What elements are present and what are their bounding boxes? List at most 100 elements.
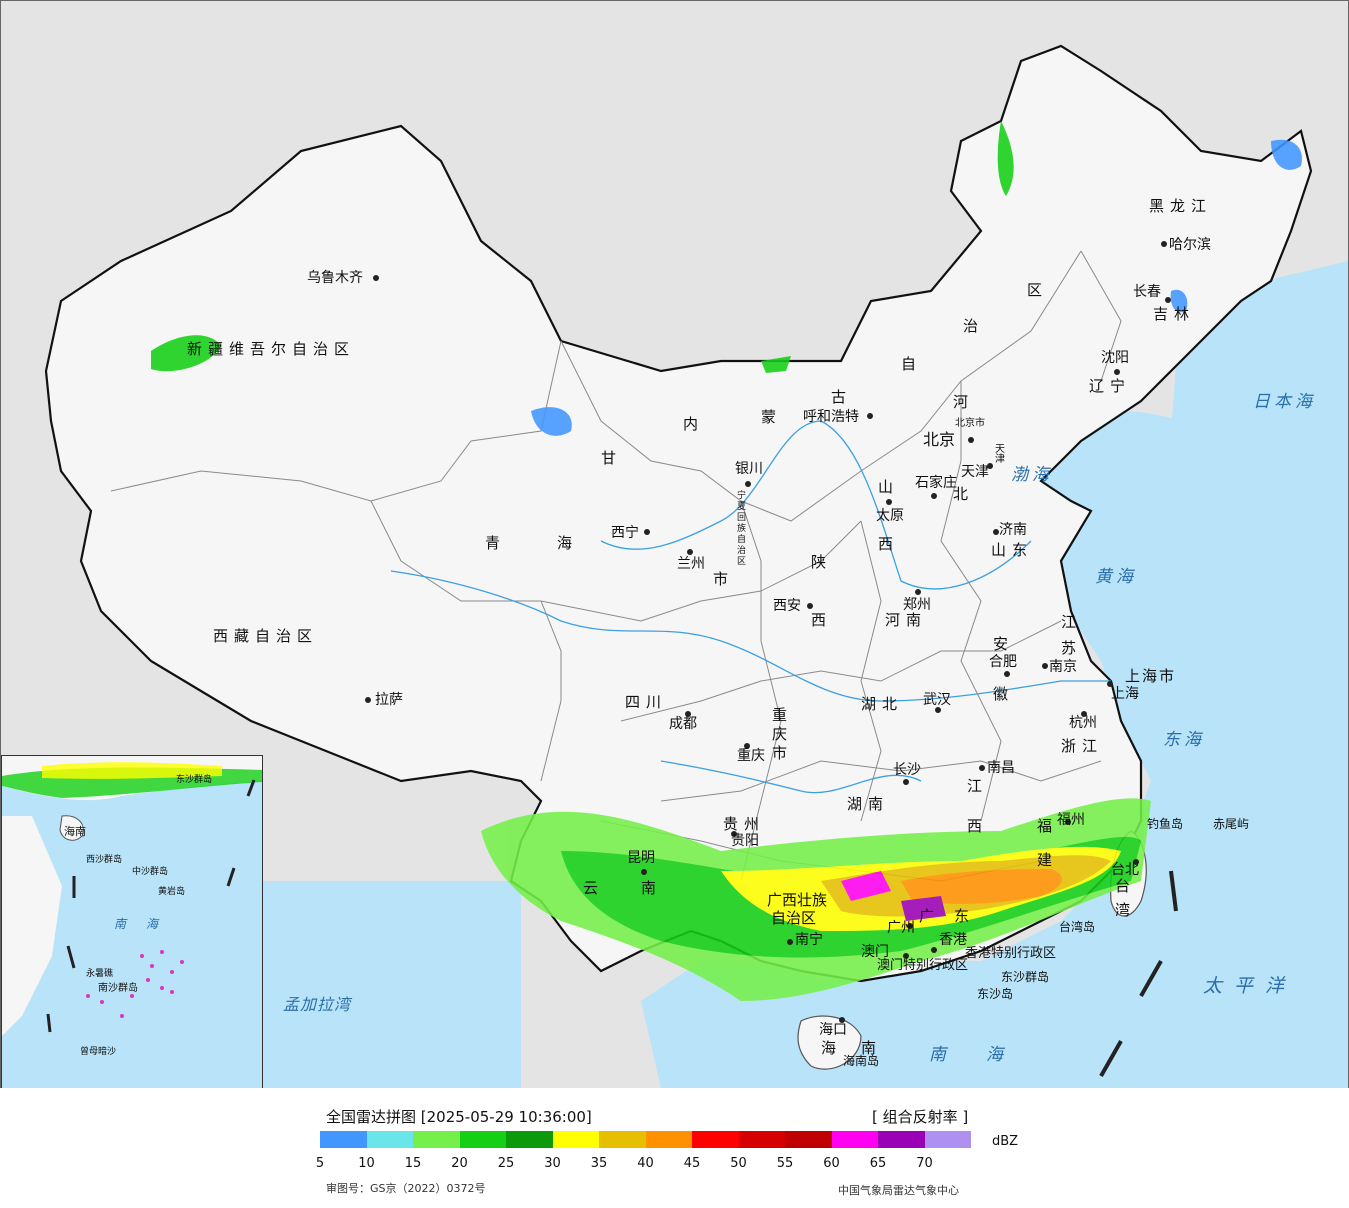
legend-product: [ 组合反射率 ] [872,1108,969,1126]
review-number: 审图号：GS京（2022）0372号 [326,1182,486,1195]
city-taiyuan: 太原 [876,508,904,524]
region-liaoning: 辽宁 [1089,377,1132,395]
city-nanning: 南宁 [795,932,823,948]
region-fujian-2: 建 [1037,851,1059,869]
region-henan: 河南 [885,611,928,629]
region-hebei-2: 北 [953,485,975,503]
city-dot [1133,859,1139,865]
region-shanghai: 上海市 [1125,667,1177,685]
region-neimenggu-5: 治 [963,317,985,335]
color-scale-cell [599,1131,646,1148]
color-scale-cell [692,1131,739,1148]
region-yunnan-2: 南 [641,879,663,897]
agency-name: 中国气象局雷达气象中心 [838,1184,959,1197]
region-jiangsu-1: 江 [1061,613,1083,631]
region-hebei-1: 河 [953,393,975,411]
inset-zhongsha: 中沙群岛 [132,867,169,877]
city-dot [787,939,793,945]
legend-tick: 20 [451,1156,468,1171]
city-dot [365,697,371,703]
region-sichuan: 四川 [625,693,668,711]
legend-tick: 35 [590,1156,608,1171]
legend-tick: 55 [776,1156,794,1171]
region-qinghai-2: 海 [557,534,579,552]
radar-map[interactable]: 新疆维吾尔自治区 西藏自治区 青 海 甘 市 内 蒙 古 自 治 区 黑龙江 吉… [0,0,1349,1089]
color-scale-cell [366,1131,413,1148]
sea-japan [1171,261,1348,561]
region-taiwan-1: 台 [1115,877,1137,895]
city-shenyang: 沈阳 [1101,350,1129,366]
city-macau: 澳门 [861,944,889,960]
city-dot [931,947,937,953]
city-taiwandao: 台湾岛 [1059,920,1096,934]
city-changchun: 长春 [1133,284,1161,300]
region-hunan: 湖南 [847,795,890,813]
sea-bengal-label: 孟加拉湾 [283,995,352,1014]
color-scale-cell [552,1131,599,1148]
city-dot [687,549,693,555]
sea-yellow-label: 黄海 [1095,567,1137,587]
city-dot [839,1017,845,1023]
city-yinchuan: 银川 [735,461,763,477]
region-guizhou: 贵州 [723,815,766,833]
city-dot [903,953,909,959]
region-shanxi-2: 西 [878,535,900,553]
sea-east-label: 东海 [1163,730,1205,750]
city-dot [1065,819,1071,825]
city-chongqing: 重庆 [737,748,765,764]
region-guangxi-2: 自治区 [771,909,817,927]
map-canvas [1,1,1348,1088]
city-hainandao: 海南岛 [843,1054,880,1068]
south-china-sea-inset: 海南 东沙群岛 西沙群岛 中沙群岛 黄岩岛 南海 永暑礁 南沙群岛 曾母暗沙 [1,755,263,1088]
city-dot [993,529,999,535]
city-lhasa: 拉萨 [375,692,403,708]
city-jinan: 济南 [999,522,1027,538]
sea-south-label: 南海 [929,1045,1043,1065]
color-scale-cell [506,1131,553,1148]
inset-xisha: 西沙群岛 [86,855,123,865]
color-scale-cell [320,1131,367,1148]
city-dot [1107,681,1113,687]
city-dot [935,707,941,713]
region-beijing: 北京市 [955,418,985,429]
city-dot [1081,711,1087,717]
region-taiwan-2: 湾 [1115,901,1137,919]
province-boundaries [110,250,1122,882]
city-dot [886,499,892,505]
city-dot [1165,297,1171,303]
city-dot [903,779,909,785]
sea-japan-label: 日本海 [1253,392,1316,412]
city-dot [1114,369,1120,375]
city-guiyang: 贵阳 [731,833,759,849]
legend-tick: 25 [497,1156,515,1171]
city-diaoyudao: 钓鱼岛 [1147,817,1184,831]
city-chiweiyu: 赤尾屿 [1213,817,1250,831]
sea-area [641,331,1348,1088]
maritime-boundary [1099,870,1178,1077]
legend-tick: 5 [315,1156,325,1171]
city-tianjin: 天津 [961,464,989,480]
sea-bohai-label: 渤海 [1011,465,1053,485]
legend-tick: 15 [404,1156,422,1171]
city-dot [641,869,647,875]
city-changsha: 长沙 [893,762,921,778]
city-dot [1161,241,1167,247]
region-guangxi-1: 广西壮族 [767,891,828,909]
city-dot [1042,663,1048,669]
region-anhui-2: 徽 [993,685,1015,703]
legend-tick: 65 [869,1156,887,1171]
color-scale-bar [320,1131,971,1148]
city-dot [915,589,921,595]
city-hohhot: 呼和浩特 [803,409,859,425]
city-dongshadao: 东沙岛 [977,987,1014,1001]
region-neimenggu-3: 古 [831,388,853,406]
city-chengdu: 成都 [669,716,697,732]
region-shaanxi-1: 陕 [811,553,833,571]
city-dot [685,711,691,717]
city-dot [744,743,750,749]
region-neimenggu-6: 区 [1027,281,1049,299]
city-shanghai: 上海 [1111,686,1139,702]
region-jiangsu-2: 苏 [1061,639,1083,657]
legend-tick: 50 [730,1156,747,1171]
color-scale-cell [738,1131,785,1148]
